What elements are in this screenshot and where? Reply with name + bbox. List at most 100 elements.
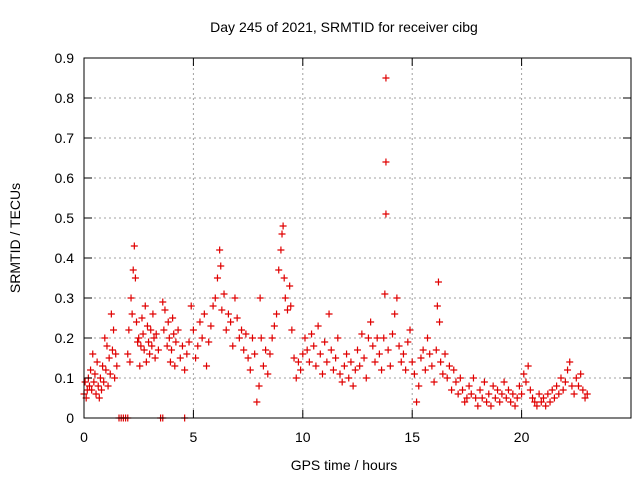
data-point <box>136 362 144 370</box>
data-point <box>413 398 421 406</box>
data-point <box>469 374 477 382</box>
data-point <box>382 158 390 166</box>
data-point <box>143 322 151 330</box>
data-point <box>459 386 467 394</box>
data-point <box>463 394 471 402</box>
data-point <box>310 342 318 350</box>
data-point <box>107 310 115 318</box>
data-point <box>99 362 107 370</box>
data-point <box>550 394 558 402</box>
data-point <box>170 330 178 338</box>
y-tick-label: 0.6 <box>55 170 75 186</box>
data-point <box>371 358 379 366</box>
chart-title: Day 245 of 2021, SRMTID for receiver cib… <box>210 19 478 35</box>
data-point <box>137 342 145 350</box>
data-point <box>264 370 272 378</box>
data-point <box>480 378 488 386</box>
data-point <box>437 358 445 366</box>
data-point <box>436 318 444 326</box>
data-point <box>406 326 414 334</box>
data-point <box>369 342 377 350</box>
data-point <box>297 366 305 374</box>
data-point <box>209 302 217 310</box>
data-point <box>426 350 434 358</box>
data-point <box>382 210 390 218</box>
data-point <box>574 382 582 390</box>
data-point <box>439 370 447 378</box>
data-point <box>518 390 526 398</box>
data-point <box>283 306 291 314</box>
data-point <box>515 382 523 390</box>
data-point <box>124 350 132 358</box>
data-point <box>222 326 230 334</box>
data-point <box>443 374 451 382</box>
data-point <box>207 322 215 330</box>
data-point <box>389 330 397 338</box>
data-point <box>93 358 101 366</box>
data-point <box>196 318 204 326</box>
data-point <box>373 334 381 342</box>
data-point <box>354 346 361 354</box>
data-point <box>491 394 499 402</box>
data-point <box>487 402 495 410</box>
data-point <box>509 390 517 398</box>
data-point <box>531 398 539 406</box>
y-tick-label: 0.2 <box>55 330 75 346</box>
data-point <box>168 346 176 354</box>
data-point <box>294 358 302 366</box>
data-point <box>395 342 403 350</box>
data-point <box>570 390 578 398</box>
data-point <box>275 266 283 274</box>
data-point <box>138 314 146 322</box>
data-point <box>90 378 98 386</box>
data-point <box>268 334 276 342</box>
data-point <box>100 378 108 386</box>
x-tick-label: 0 <box>80 429 88 445</box>
data-point <box>529 394 537 402</box>
y-tick-label: 0 <box>66 410 74 426</box>
y-tick-label: 0.3 <box>55 290 75 306</box>
data-point <box>218 306 226 314</box>
data-point <box>96 374 104 382</box>
data-point <box>465 382 473 390</box>
data-point <box>332 354 340 362</box>
data-point <box>198 334 206 342</box>
data-point <box>154 346 162 354</box>
data-point <box>149 310 157 318</box>
data-point <box>145 338 153 346</box>
data-point <box>183 350 191 358</box>
data-point <box>178 342 186 350</box>
data-point <box>108 346 116 354</box>
data-point <box>85 382 93 390</box>
data-point <box>421 366 429 374</box>
data-point <box>583 390 591 398</box>
y-tick-label: 0.1 <box>55 370 75 386</box>
data-point <box>367 318 375 326</box>
data-point <box>273 310 281 318</box>
data-point <box>408 358 416 366</box>
data-point <box>277 246 285 254</box>
data-point <box>299 350 307 358</box>
data-point <box>169 314 177 322</box>
data-point <box>548 386 556 394</box>
y-tick-label: 0.5 <box>55 210 75 226</box>
data-point <box>568 382 576 390</box>
data-point <box>262 346 270 354</box>
data-point <box>496 398 504 406</box>
data-point <box>244 354 252 362</box>
data-point <box>131 274 139 282</box>
data-point <box>382 74 390 82</box>
data-point <box>111 374 119 382</box>
data-point <box>577 370 585 378</box>
data-point <box>334 334 342 342</box>
data-point <box>415 382 423 390</box>
data-point <box>160 326 168 334</box>
data-point <box>535 390 543 398</box>
data-point <box>151 354 159 362</box>
data-point <box>397 358 405 366</box>
data-point <box>434 278 442 286</box>
data-point <box>150 334 158 342</box>
data-point <box>259 362 267 370</box>
data-point <box>386 362 394 370</box>
data-point <box>417 354 425 362</box>
